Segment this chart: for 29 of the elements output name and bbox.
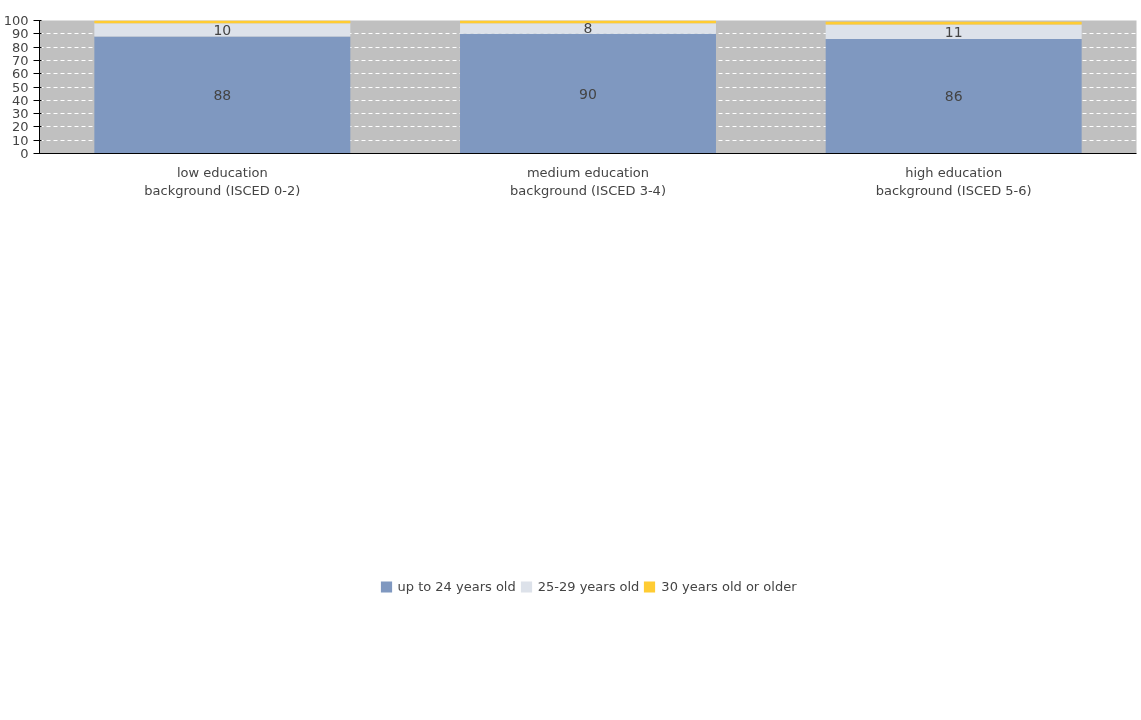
y-tick-label: 20 — [11, 119, 29, 135]
legend-label: 25-29 years old — [537, 578, 640, 594]
data-label: 90 — [579, 85, 597, 102]
data-label: 10 — [213, 21, 232, 38]
bar — [825, 24, 1082, 40]
y-tick-label: 60 — [11, 66, 29, 82]
bar — [94, 36, 351, 154]
y-tick-label: 0 — [20, 146, 29, 161]
y-tick-label: 10 — [11, 132, 29, 148]
bar — [825, 39, 1082, 154]
y-tick-label: 70 — [11, 52, 29, 68]
y-tick-label: 80 — [11, 39, 29, 55]
x-tick-label: high education background (ISCED 5-6) — [875, 164, 1032, 198]
data-label: 8 — [583, 20, 593, 37]
y-tick-label: 90 — [11, 26, 29, 42]
x-tick-label: medium education background (ISCED 3-4) — [510, 164, 666, 198]
data-label: 88 — [213, 86, 232, 103]
data-label: 86 — [944, 88, 963, 105]
legend-label: up to 24 years old — [397, 578, 516, 594]
data-label: 11 — [944, 23, 963, 40]
bar — [94, 23, 351, 37]
legend-label: 30 years old or older — [661, 578, 797, 594]
bar — [460, 23, 716, 34]
y-tick-label: 40 — [11, 92, 29, 108]
x-tick-label: low education background (ISCED 0-2) — [144, 164, 301, 198]
y-tick-label: 100 — [3, 13, 29, 28]
bar — [460, 33, 716, 154]
y-tick-label: 30 — [11, 106, 29, 122]
y-tick-label: 50 — [11, 79, 29, 95]
